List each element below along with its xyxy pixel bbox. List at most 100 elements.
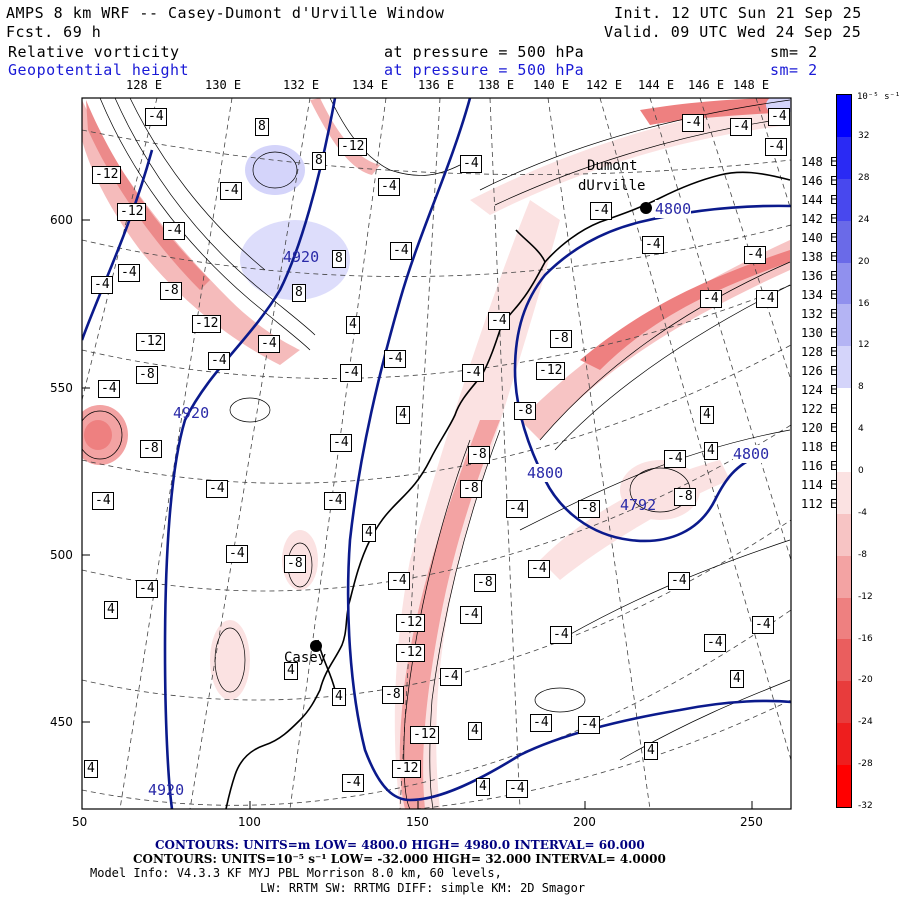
vorticity-label: -4 [488,312,510,330]
field2-smoothing: sm= 2 [770,61,818,79]
vorticity-label: -8 [674,488,696,506]
vorticity-label: -4 [384,350,406,368]
field1-level: at pressure = 500 hPa [384,43,585,61]
colorbar-segment [837,220,851,264]
field1-name: Relative vorticity [8,43,180,61]
height-contour-4920-center [163,98,337,809]
vorticity-label: 4 [104,601,118,619]
vorticity-label: 4 [476,778,490,796]
height-label-4920-b: 4920 [173,404,210,422]
vorticity-label: -4 [145,108,167,126]
vorticity-label: -4 [578,716,600,734]
vorticity-label: -4 [704,634,726,652]
vorticity-label: 4 [704,442,718,460]
top-lon-label: 146 E [688,78,725,92]
right-lon-label: 118 E [801,440,838,454]
height-label-4920-c: 4920 [148,781,185,799]
x-tick-label: 250 [740,815,763,829]
colorbar-level-label: -32 [858,801,873,812]
colorbar-level-label: 0 [858,466,864,477]
vorticity-label: -8 [160,282,182,300]
vorticity-label: 4 [284,662,298,680]
colorbar-level-label: -4 [858,507,867,518]
vorticity-label: -8 [578,500,600,518]
forecast-hour: Fcst. 69 h [6,23,102,41]
colorbar-level-label: -12 [858,591,873,602]
vorticity-label: -12 [392,760,422,778]
vorticity-label: -12 [92,166,122,184]
vorticity-label: -4 [92,492,114,510]
colorbar-level-label: 8 [858,382,864,393]
vorticity-label: -4 [462,364,484,382]
top-lon-label: 130 E [205,78,242,92]
vorticity-label: -12 [396,614,426,632]
vorticity-label: -12 [536,362,566,380]
colorbar-level-label: 24 [858,214,870,225]
vorticity-label: 8 [312,152,326,170]
chart-title: AMPS 8 km WRF -- Casey-Dumont d'Urville … [6,4,445,22]
vorticity-label: -4 [664,450,686,468]
vorticity-label: -8 [474,574,496,592]
vorticity-label: -4 [528,560,550,578]
top-lon-label: 142 E [586,78,623,92]
right-lon-label: 140 E [801,231,838,245]
vorticity-label: -4 [324,492,346,510]
vorticity-band-east [520,240,790,440]
vorticity-label: -8 [140,440,162,458]
colorbar-segment [837,346,851,389]
colorbar-level-label: -8 [858,549,867,560]
height-contour-4920-west [82,149,154,341]
vorticity-label: -4 [765,138,787,156]
vorticity-band-central [394,200,560,809]
colorbar-segment [837,304,851,347]
vorticity-label: -8 [514,402,536,420]
vorticity-label: 4 [332,688,346,706]
vorticity-label: -8 [284,555,306,573]
colorbar-segment [837,178,851,222]
vorticity-band-central-core [399,420,500,809]
vorticity-label: -4 [220,182,242,200]
right-lon-label: 128 E [801,345,838,359]
station-dumont-durville-marker [640,202,652,214]
colorbar-segment [837,471,851,515]
station-dumont-label-line2: dUrville [578,178,646,194]
vorticity-label: -4 [682,114,704,132]
colorbar-segment [837,95,851,138]
colorbar-level-label: 4 [858,424,864,435]
vorticity-label: -4 [730,118,752,136]
vorticity-label: 4 [84,760,98,778]
right-lon-label: 122 E [801,402,838,416]
field2-name: Geopotential height [8,61,190,79]
vorticity-label: 8 [255,118,269,136]
colorbar-level-label: -24 [858,717,873,728]
vorticity-label: -4 [342,774,364,792]
vorticity-label: -12 [136,333,166,351]
station-dumont-label-line1: Dumont [587,158,638,174]
top-lon-label: 136 E [418,78,455,92]
field1-smoothing: sm= 2 [770,43,818,61]
vorticity-label: -4 [752,616,774,634]
right-lon-label: 146 E [801,174,838,188]
vorticity-label: -4 [590,202,612,220]
colorbar-level-label: -20 [858,675,873,686]
vorticity-label: -8 [468,446,490,464]
y-tick-label: 600 [50,213,73,227]
vorticity-label: -4 [460,606,482,624]
vorticity-label: -4 [118,264,140,282]
vorticity-label: 4 [468,722,482,740]
colorbar-segment [837,681,851,724]
colorbar-segment [837,430,851,473]
vorticity-label: -4 [91,276,113,294]
x-tick-label: 200 [573,815,596,829]
height-label-4800-b: 4800 [527,464,564,482]
right-lon-label: 142 E [801,212,838,226]
vorticity-label: -4 [768,108,790,126]
colorbar-segment [837,136,851,180]
colorbar-segment [837,723,851,766]
right-lon-label: 148 E [801,155,838,169]
vorticity-label: -12 [396,644,426,662]
vorticity-label: 8 [332,250,346,268]
right-lon-label: 120 E [801,421,838,435]
colorbar [836,94,852,808]
vorticity-label: -4 [258,335,280,353]
